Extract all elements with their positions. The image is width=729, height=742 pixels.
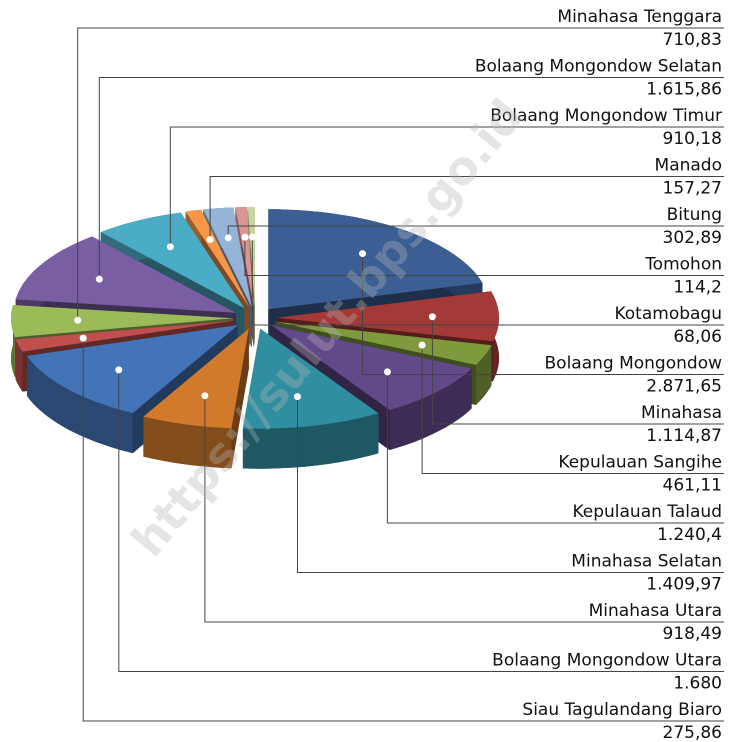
value-label: 1.409,97 <box>646 575 722 595</box>
leader-line <box>362 253 724 375</box>
legend-label: Minahasa Selatan <box>571 552 722 572</box>
leader-line <box>421 345 724 474</box>
legend-label: Kepulauan Sangihe <box>558 453 722 473</box>
leader-dot <box>418 341 426 349</box>
legend-label: Bolaang Mongondow Utara <box>492 651 722 671</box>
leader-dot <box>74 316 82 324</box>
slice <box>242 328 379 469</box>
slice-top <box>143 328 249 429</box>
value-label: 302,89 <box>663 228 722 248</box>
value-label: 1.615,86 <box>646 80 722 100</box>
leader-dot <box>95 275 103 283</box>
leader-dot <box>241 233 249 241</box>
leader-dot <box>79 334 87 342</box>
leader-line <box>251 237 724 326</box>
leader-line <box>82 338 724 722</box>
slice-top <box>100 212 245 309</box>
slice-top <box>277 291 499 342</box>
slice-top <box>185 209 250 308</box>
leader-dot <box>166 243 174 251</box>
legend-label: Bolaang Mongondow Timur <box>490 106 722 126</box>
leader-dot <box>383 368 391 376</box>
leader-dot <box>115 366 123 374</box>
value-label: 275,86 <box>663 723 722 742</box>
legend-label: Bolaang Mongondow <box>545 354 723 374</box>
legend-label: Bitung <box>667 205 722 225</box>
value-label: 1.114,87 <box>646 426 722 446</box>
value-label: 68,06 <box>673 327 722 347</box>
leader-line <box>118 369 724 672</box>
value-label: 918,49 <box>663 624 722 644</box>
leader-dot <box>428 313 436 321</box>
leader-line <box>169 126 724 247</box>
slice-wall <box>242 413 379 469</box>
legend-label: Minahasa Tenggara <box>557 7 722 27</box>
leaders <box>74 27 724 722</box>
value-label: 2.871,65 <box>646 377 722 397</box>
legend-label: Kepulauan Talaud <box>572 502 722 522</box>
leader-line <box>209 176 724 240</box>
slice-wall <box>143 416 232 469</box>
slice-wall <box>475 345 492 405</box>
leader-line <box>431 316 724 425</box>
leader-line <box>98 77 724 280</box>
slice-top <box>271 325 472 410</box>
leader-line <box>386 371 724 524</box>
pie <box>11 207 499 469</box>
value-label: 157,27 <box>663 179 722 199</box>
legend-label: Manado <box>655 156 722 176</box>
value-label: 910,18 <box>663 129 722 149</box>
legend-label: Siau Tagulandang Biaro <box>522 700 722 720</box>
value-label: 461,11 <box>663 476 722 496</box>
slice-top <box>15 236 236 313</box>
slice-top <box>27 325 239 414</box>
value-label: 1.240,4 <box>657 525 722 545</box>
labels: Minahasa Tenggara 710,83 Bolaang Mongondow… <box>475 7 722 742</box>
slice <box>27 325 239 454</box>
legend-label: Bolaang Mongondow Selatan <box>475 57 722 77</box>
slice-top <box>15 320 234 352</box>
slice-wall <box>15 339 23 392</box>
slice-top <box>11 305 233 338</box>
legend-label: Tomohon <box>644 255 722 275</box>
value-label: 710,83 <box>663 30 722 50</box>
legend-label: Kotamobagu <box>614 304 722 324</box>
leader-line <box>227 225 724 238</box>
slice-top <box>268 209 483 310</box>
leader-line <box>244 237 724 276</box>
legend-label: Minahasa <box>641 403 722 423</box>
leader-dot <box>224 234 232 242</box>
leader-dot <box>359 250 367 258</box>
leader-dot <box>201 392 209 400</box>
slice <box>143 328 249 469</box>
value-label: 1.680 <box>673 674 722 694</box>
slice-top <box>242 328 379 429</box>
leader-dot <box>293 393 301 401</box>
legend-label: Minahasa Utara <box>589 601 722 621</box>
leader-line <box>297 396 724 573</box>
leader-dot <box>248 233 256 241</box>
value-label: 114,2 <box>673 278 722 298</box>
slice-top <box>247 207 255 307</box>
slice-wall <box>389 368 472 450</box>
leader-line <box>204 395 724 623</box>
slice-top <box>203 207 252 308</box>
slice-top <box>275 321 492 365</box>
slice-wall <box>27 355 133 454</box>
leader-line <box>77 27 724 321</box>
leader-dot <box>206 236 214 244</box>
